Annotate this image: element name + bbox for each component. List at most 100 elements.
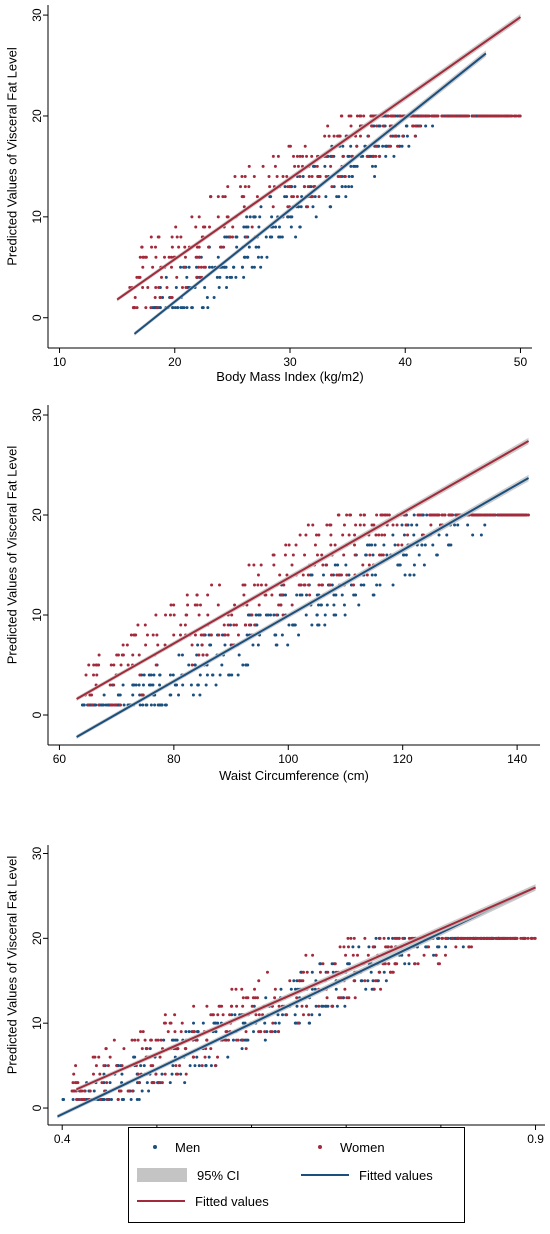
point-women [277, 603, 281, 607]
y-tick-label: 30 [30, 846, 44, 860]
point-women [140, 693, 144, 697]
point-men [259, 265, 263, 269]
point-men [258, 613, 262, 617]
point-women [441, 936, 445, 940]
point-women [436, 114, 440, 118]
series-women-points [83, 513, 530, 707]
point-women [358, 134, 362, 138]
point-women [164, 613, 168, 617]
point-men [432, 953, 436, 957]
point-women [253, 623, 257, 627]
point-women [305, 154, 309, 158]
point-women [381, 553, 385, 557]
point-men [225, 275, 229, 279]
point-men [171, 1064, 175, 1068]
point-women [136, 1072, 140, 1076]
point-women [134, 633, 138, 637]
point-women [109, 663, 113, 667]
point-women [287, 543, 291, 547]
point-men [375, 583, 379, 587]
point-women [306, 185, 310, 189]
point-women [151, 633, 155, 637]
x-tick-label: 140 [507, 752, 527, 766]
point-women [380, 513, 384, 517]
point-women [271, 553, 275, 557]
point-women [240, 175, 244, 178]
point-men [120, 1098, 124, 1102]
point-men [240, 1047, 244, 1051]
fitted-line [76, 477, 530, 738]
point-men [400, 144, 404, 148]
point-men [350, 185, 354, 189]
point-men [328, 205, 332, 209]
point-women [448, 513, 452, 517]
point-women [197, 265, 201, 269]
point-women [94, 1064, 98, 1068]
point-men [226, 1055, 230, 1059]
point-men [471, 533, 475, 537]
point-men [252, 1030, 256, 1034]
point-women [143, 1038, 147, 1042]
point-women [174, 1072, 178, 1076]
point-women [158, 296, 162, 300]
point-men [214, 1030, 218, 1034]
point-men [242, 225, 246, 229]
point-men [179, 265, 183, 269]
point-women [440, 114, 444, 118]
point-women [243, 175, 247, 178]
point-women [166, 1030, 170, 1034]
point-men [224, 265, 228, 269]
point-men [140, 1089, 144, 1093]
point-men [453, 936, 457, 940]
point-women [230, 1004, 234, 1008]
point-men [244, 663, 248, 667]
point-women [154, 255, 158, 259]
point-men [301, 175, 305, 178]
point-women [133, 296, 137, 300]
point-men [209, 1064, 213, 1068]
point-women [141, 1030, 145, 1034]
point-women [226, 633, 230, 637]
point-men [355, 164, 359, 168]
point-men [193, 1064, 197, 1068]
point-men [148, 1047, 152, 1051]
point-women [298, 533, 302, 537]
point-women [130, 1089, 134, 1093]
point-women [157, 1081, 161, 1085]
point-men [106, 703, 110, 707]
point-women [98, 1072, 102, 1076]
point-women [135, 306, 139, 310]
point-men [257, 225, 261, 229]
point-men [153, 306, 157, 310]
point-women [90, 693, 94, 697]
point-men [205, 296, 209, 300]
point-men [145, 703, 149, 707]
point-men [344, 195, 348, 199]
point-women [163, 255, 167, 259]
point-women [506, 114, 510, 118]
point-women [496, 936, 500, 940]
point-men [286, 215, 290, 219]
point-women [247, 623, 251, 627]
point-women [290, 563, 294, 567]
point-women [316, 175, 320, 178]
point-men [344, 563, 348, 567]
point-women [157, 285, 161, 289]
point-men [289, 225, 293, 229]
point-women [280, 593, 284, 597]
point-men [71, 1098, 75, 1102]
point-men [218, 673, 222, 677]
point-women [170, 235, 174, 239]
point-men [453, 523, 457, 527]
point-men [335, 1004, 339, 1008]
point-men [223, 643, 227, 647]
point-women [222, 245, 226, 249]
point-men [230, 673, 234, 677]
point-women [141, 265, 145, 269]
point-women [382, 936, 386, 940]
point-men [207, 265, 211, 269]
x-axis-title: Waist Circumference (cm) [219, 768, 369, 783]
point-women [307, 1013, 311, 1017]
point-women [317, 583, 321, 587]
point-women [345, 996, 349, 1000]
